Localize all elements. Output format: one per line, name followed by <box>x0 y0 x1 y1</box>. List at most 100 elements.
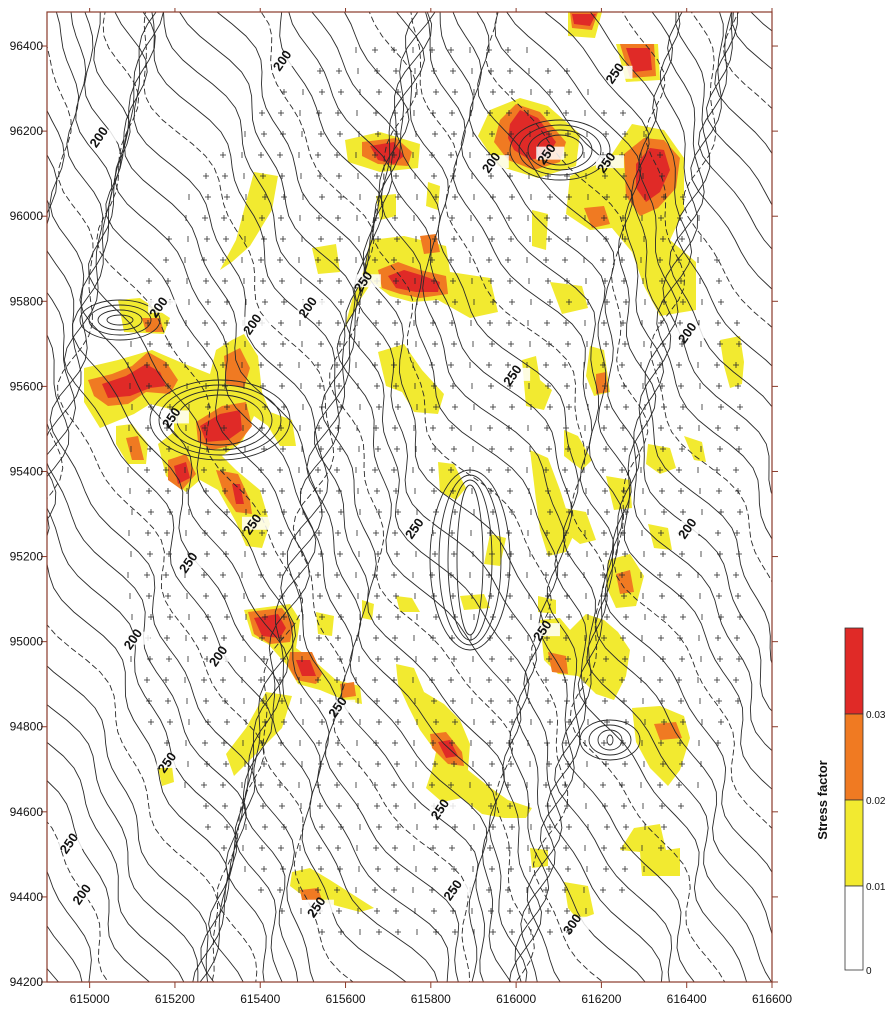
sample-marker <box>318 446 324 452</box>
contour-line <box>47 422 218 982</box>
sample-marker <box>372 47 378 53</box>
sample-marker <box>376 614 382 620</box>
sample-marker <box>433 614 439 620</box>
sample-marker <box>450 593 456 599</box>
sample-marker <box>488 68 494 74</box>
sample-marker <box>376 509 382 515</box>
sample-marker <box>717 551 723 557</box>
sample-marker <box>604 194 610 200</box>
sample-marker <box>220 572 226 578</box>
sample-marker <box>259 740 265 746</box>
sample-marker <box>657 362 663 368</box>
sample-marker <box>166 551 172 557</box>
sample-marker <box>737 614 743 620</box>
contour-line <box>750 12 772 32</box>
contour-label-bg <box>160 410 189 424</box>
sample-marker <box>221 425 227 431</box>
sample-marker <box>619 677 625 683</box>
contour-loop <box>518 124 602 176</box>
sample-marker <box>164 740 170 746</box>
sample-marker <box>203 488 209 494</box>
sample-marker <box>714 467 720 473</box>
sample-marker <box>679 656 685 662</box>
sample-marker <box>544 215 550 221</box>
contour-loop <box>527 129 593 171</box>
sample-marker <box>450 383 456 389</box>
sample-marker <box>280 341 286 347</box>
sample-marker <box>335 320 341 326</box>
sample-marker <box>280 761 286 767</box>
sample-marker <box>201 467 207 473</box>
sample-marker <box>431 173 437 179</box>
sample-marker <box>544 320 550 326</box>
contour-label-bg <box>241 316 270 330</box>
sample-marker <box>490 719 496 725</box>
sample-marker <box>429 362 435 368</box>
sample-marker <box>547 89 553 95</box>
sample-marker <box>391 257 397 263</box>
sample-marker <box>619 572 625 578</box>
sample-marker <box>621 698 627 704</box>
sample-marker <box>659 383 665 389</box>
sample-marker <box>318 236 324 242</box>
sample-marker <box>262 509 268 515</box>
sample-marker <box>281 824 287 830</box>
contour-label: 250 <box>500 362 525 388</box>
contour-line <box>79 12 299 982</box>
sample-marker <box>278 320 284 326</box>
sample-marker <box>718 404 724 410</box>
sample-marker <box>316 740 322 746</box>
sample-marker <box>448 362 454 368</box>
contour-line <box>722 12 772 110</box>
sample-marker <box>657 572 663 578</box>
contour-line <box>47 780 151 982</box>
sample-marker <box>164 530 170 536</box>
sample-marker <box>375 866 381 872</box>
sample-marker <box>623 719 629 725</box>
sample-marker <box>392 845 398 851</box>
sample-marker <box>315 887 321 893</box>
sample-marker <box>336 908 342 914</box>
contour-line <box>399 12 673 982</box>
sample-marker <box>621 488 627 494</box>
contour-line <box>544 12 772 712</box>
sample-marker <box>545 488 551 494</box>
sample-marker <box>277 782 283 788</box>
sample-marker <box>545 68 551 74</box>
sample-marker <box>508 866 514 872</box>
contour-line <box>405 12 695 982</box>
sample-marker <box>393 278 399 284</box>
sample-marker <box>734 425 740 431</box>
sample-marker <box>566 824 572 830</box>
sample-marker <box>395 89 401 95</box>
sample-marker <box>334 362 340 368</box>
sample-marker <box>222 383 228 389</box>
sample-marker <box>432 341 438 347</box>
sample-marker <box>678 278 684 284</box>
sample-marker <box>509 719 515 725</box>
legend-label-001: 0.01 <box>866 882 886 893</box>
y-axis-labels: 94200 94400 94600 94800 95000 95200 95400 95600… <box>10 39 44 989</box>
sample-marker <box>278 425 284 431</box>
sample-marker <box>374 908 380 914</box>
sample-marker <box>601 740 607 746</box>
contour-label-bg <box>178 555 206 569</box>
sample-marker <box>734 530 740 536</box>
sample-marker <box>489 656 495 662</box>
sample-marker <box>315 257 321 263</box>
sample-marker <box>261 866 267 872</box>
sample-marker <box>508 446 514 452</box>
sample-marker <box>488 593 494 599</box>
sample-marker <box>449 110 455 116</box>
sample-marker <box>562 257 568 263</box>
sample-marker <box>429 782 435 788</box>
sample-marker <box>221 530 227 536</box>
sample-marker <box>262 194 268 200</box>
sample-marker <box>715 530 721 536</box>
x-tick-label: 615800 <box>411 992 451 1006</box>
sample-marker <box>486 677 492 683</box>
sample-marker <box>659 698 665 704</box>
sample-marker <box>679 446 685 452</box>
x-tick-label: 615000 <box>70 992 110 1006</box>
sample-marker <box>220 152 226 158</box>
